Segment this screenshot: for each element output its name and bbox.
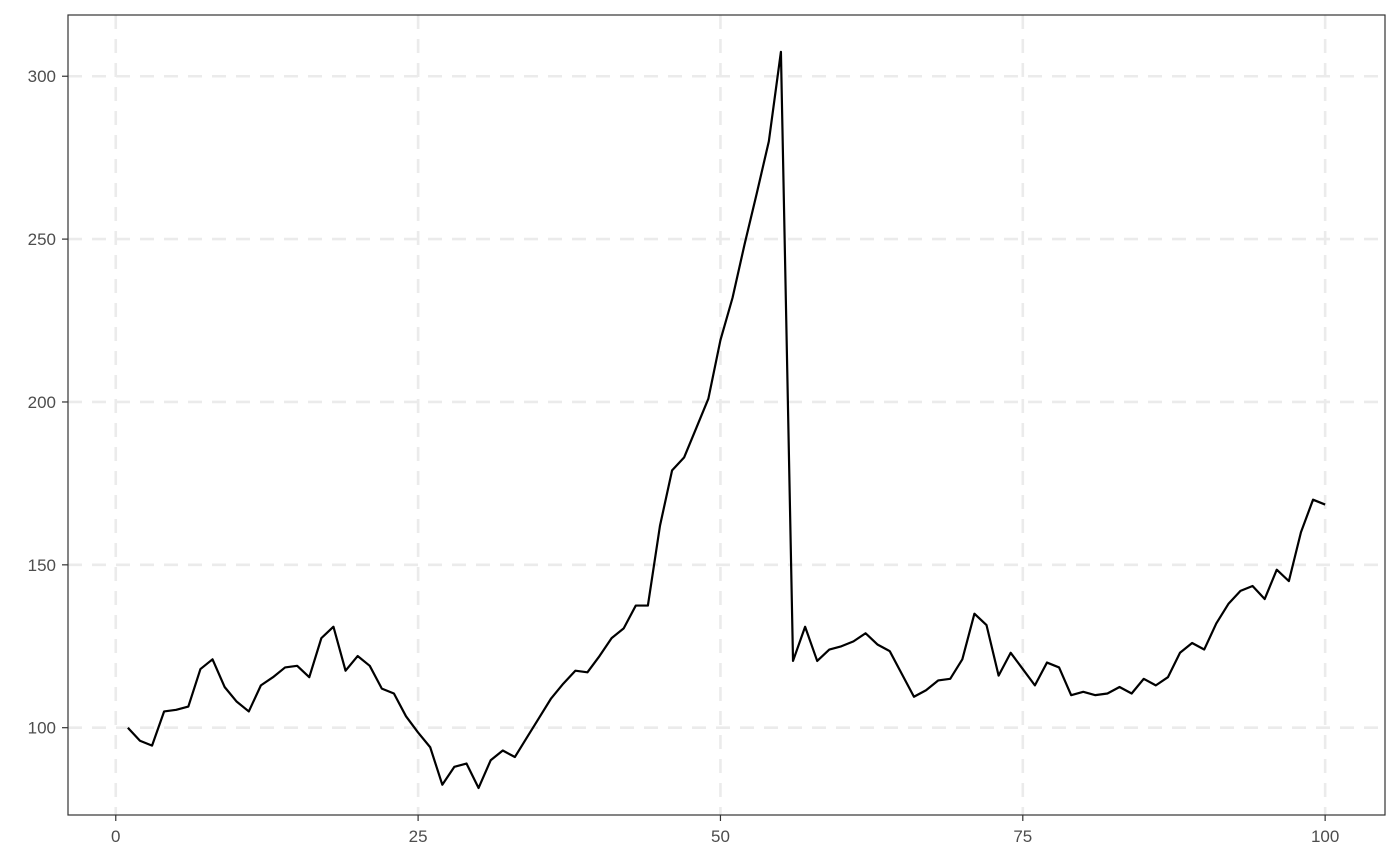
y-tick-label: 300 [28,67,56,86]
x-tick-label: 75 [1013,827,1032,846]
plot-panel-border [67,14,1386,816]
x-tick-label: 100 [1311,827,1339,846]
x-tick-label: 50 [711,827,730,846]
series-line-0 [127,50,1326,790]
y-tick-label: 200 [28,393,56,412]
x-tick-label: 25 [409,827,428,846]
y-tick-label: 250 [28,230,56,249]
series-layer [127,50,1326,790]
axes: 0 25 50 75 100 100 150 200 250 300 [28,67,1340,846]
x-tick-label: 0 [111,827,120,846]
grid-lines [68,15,1385,815]
y-tick-label: 150 [28,556,56,575]
y-tick-label: 100 [28,719,56,738]
